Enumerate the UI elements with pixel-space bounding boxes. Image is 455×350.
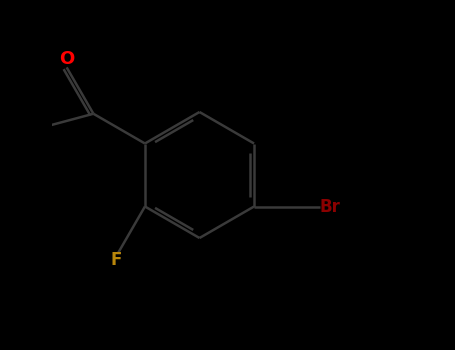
Text: O: O <box>59 50 74 68</box>
Text: Br: Br <box>319 197 340 216</box>
Text: F: F <box>111 251 122 269</box>
